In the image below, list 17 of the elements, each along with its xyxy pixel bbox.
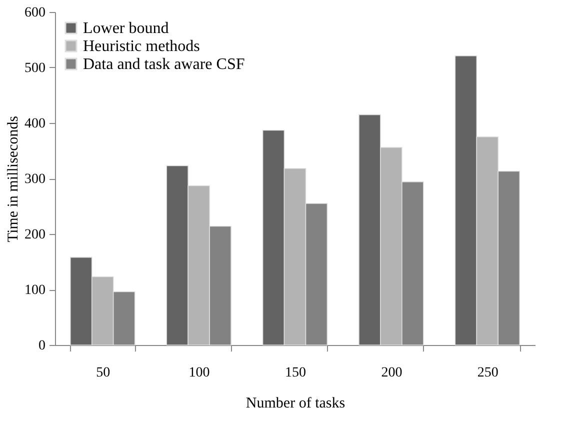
- y-axis-title: Time in milliseconds: [6, 116, 22, 242]
- y-tick-label: 400: [24, 116, 46, 132]
- y-tick-label: 500: [24, 61, 46, 76]
- x-tick-label: 200: [381, 366, 402, 380]
- x-tick-label: 100: [188, 366, 210, 380]
- x-tick-label: 50: [96, 366, 110, 380]
- x-tick-label: 250: [477, 366, 498, 380]
- legend-label: Data and task aware CSF: [83, 56, 245, 73]
- x-axis-title: Number of tasks: [246, 396, 346, 412]
- legend-label: Lower bound: [83, 20, 169, 37]
- legend-label: Heuristic methods: [83, 38, 200, 55]
- y-tick-label: 200: [24, 228, 46, 242]
- y-tick-label: 0: [38, 338, 46, 354]
- y-tick-label: 300: [24, 172, 46, 187]
- y-tick-label: 600: [24, 6, 46, 20]
- x-tick-label: 150: [285, 366, 306, 380]
- y-tick-label: 100: [24, 283, 46, 298]
